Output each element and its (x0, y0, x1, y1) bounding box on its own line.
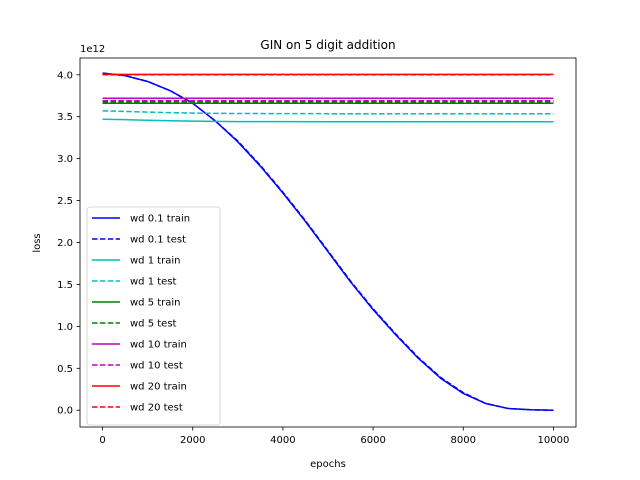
y-tick-label: 1.0 (57, 322, 73, 333)
legend-label: wd 10 train (130, 340, 187, 351)
y-tick-label: 0.5 (57, 364, 73, 375)
x-tick-label: 4000 (270, 435, 295, 446)
x-axis-label: epochs (310, 459, 346, 470)
legend-label: wd 5 test (130, 319, 177, 330)
y-tick-label: 2.0 (57, 238, 73, 249)
legend-label: wd 1 train (130, 256, 181, 267)
y-tick-label: 1.5 (57, 280, 73, 291)
series-line-2 (102, 118, 554, 123)
legend-label: wd 5 train (130, 298, 181, 309)
x-tick-label: 8000 (451, 435, 476, 446)
legend-box (86, 206, 221, 426)
y-tick-label: 3.5 (57, 112, 73, 123)
x-tick-label: 2000 (180, 435, 205, 446)
series-line-0 (102, 72, 554, 411)
legend-label: wd 10 test (130, 361, 183, 372)
plot-lines (102, 72, 554, 411)
legend-label: wd 0.1 train (130, 214, 190, 225)
y-tick-label: 0.0 (57, 406, 73, 417)
legend-label: wd 20 test (130, 403, 183, 414)
chart-title: GIN on 5 digit addition (260, 38, 395, 52)
legend: wd 0.1 train wd 0.1 test wd 1 train wd 1 te… (86, 206, 221, 426)
x-tick-label: 10000 (538, 435, 570, 446)
y-axis-label: loss (32, 233, 43, 252)
x-tick-label: 0 (99, 435, 105, 446)
legend-label: wd 1 test (130, 277, 177, 288)
x-tick-label: 6000 (360, 435, 385, 446)
x-axis-ticks: 0 2000 4000 6000 8000 10000 (99, 427, 569, 446)
y-tick-label: 3.0 (57, 154, 73, 165)
series-line-3 (102, 110, 554, 115)
y-axis-ticks: 0.0 0.5 1.0 1.5 2.0 2.5 3.0 3.5 4.0 (57, 70, 80, 417)
legend-label: wd 0.1 test (130, 235, 186, 246)
y-tick-label: 2.5 (57, 196, 73, 207)
series-line-1 (102, 72, 554, 411)
legend-label: wd 20 train (130, 382, 187, 393)
y-offset-label: 1e12 (80, 44, 105, 55)
y-tick-label: 4.0 (57, 70, 73, 81)
